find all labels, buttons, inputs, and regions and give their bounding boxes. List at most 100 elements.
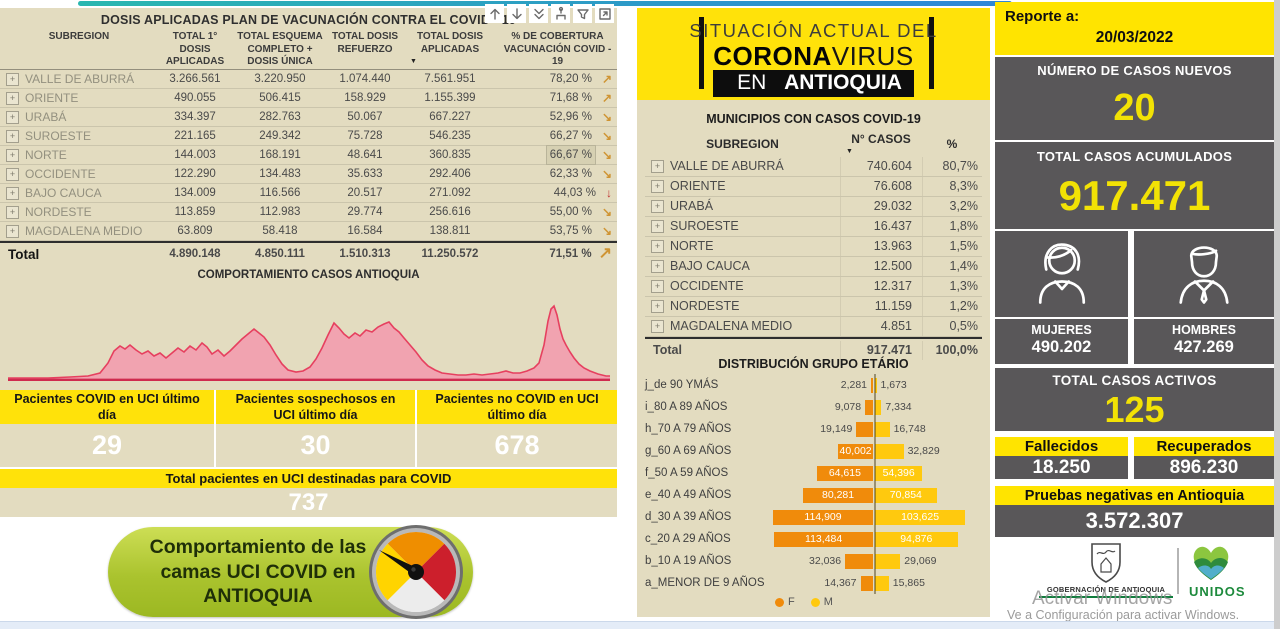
report-date-box: Reporte a: 20/03/2022	[995, 2, 1274, 55]
table-row[interactable]: + ORIENTE 76.608 8,3%	[645, 177, 982, 197]
column-header[interactable]: TOTAL ESQUEMA COMPLETO + DOSIS ÚNICA	[237, 31, 323, 67]
table-row[interactable]: + SUROESTE 221.165 249.342 75.728 546.235 66,2…	[0, 127, 617, 146]
gauge-icon	[369, 525, 463, 619]
pyramid-row[interactable]: g_60 A 69 AÑOS 40,002 32,829	[645, 440, 980, 462]
table-row[interactable]: + SUROESTE 16.437 1,8%	[645, 217, 982, 237]
coverage-value: 71,68 %	[549, 92, 592, 104]
male-value: 103,625	[901, 511, 940, 523]
table-row[interactable]: + BAJO CAUCA 12.500 1,4%	[645, 257, 982, 277]
legend-label: M	[823, 596, 833, 608]
aplicadas-cell: 1.155.399	[424, 92, 476, 104]
expand-icon[interactable]: +	[651, 280, 664, 293]
expand-icon[interactable]: +	[6, 91, 19, 105]
male-value: 15,865	[892, 577, 925, 589]
uci-total-label: Total pacientes en UCI destinadas para C…	[0, 467, 617, 488]
table-row[interactable]: + NORTE 13.963 1,5%	[645, 237, 982, 257]
pyramid-row[interactable]: j_de 90 YMÁS 2,281 1,673	[645, 374, 980, 396]
expand-icon[interactable]: +	[651, 160, 664, 173]
male-bar-area: 94,876	[875, 531, 980, 547]
expand-icon[interactable]: +	[651, 180, 664, 193]
cases-cell: 12.317	[840, 277, 922, 296]
subregion-cell: + SUROESTE	[645, 217, 840, 236]
visual-header-toolbar	[485, 4, 614, 23]
table-row[interactable]: + URABÁ 29.032 3,2%	[645, 197, 982, 217]
male-bar	[875, 553, 901, 569]
expand-icon[interactable]: +	[651, 240, 664, 253]
expand-icon[interactable]: +	[651, 320, 664, 333]
vertical-scrollbar[interactable]	[1274, 0, 1280, 629]
uci-beds-button[interactable]: Comportamiento de las camas UCI COVID en…	[108, 525, 473, 619]
table-row[interactable]: + VALLE DE ABURRÁ 740.604 80,7%	[645, 157, 982, 177]
column-header[interactable]: %	[946, 136, 958, 151]
table-row[interactable]: + OCCIDENTE 122.290 134.483 35.633 292.406 62,…	[0, 165, 617, 184]
expand-icon[interactable]: +	[651, 260, 664, 273]
expand-icon[interactable]: +	[6, 224, 19, 238]
table-row[interactable]: + NORDESTE 11.159 1,2%	[645, 297, 982, 317]
column-header[interactable]: SUBREGION	[48, 31, 110, 42]
pyramid-row[interactable]: d_30 A 39 AÑOS 114,909 103,625	[645, 506, 980, 528]
cases-cell: 12.500	[840, 257, 922, 276]
pyramid-row[interactable]: h_70 A 79 AÑOS 19,149 16,748	[645, 418, 980, 440]
pyramid-axis	[874, 374, 876, 594]
filter-icon[interactable]	[573, 4, 592, 23]
female-value: 32,036	[809, 555, 842, 567]
table-row[interactable]: + ORIENTE 490.055 506.415 158.929 1.155.399 71…	[0, 89, 617, 108]
header-right-bar	[929, 17, 934, 89]
table-row[interactable]: + MAGDALENA MEDIO 4.851 0,5%	[645, 317, 982, 337]
subregion-cell: + SUROESTE	[0, 127, 158, 145]
column-header[interactable]: TOTAL DOSIS REFUERZO	[331, 31, 399, 55]
men-value: 427.269	[1174, 338, 1234, 356]
table-row[interactable]: + OCCIDENTE 12.317 1,3%	[645, 277, 982, 297]
subregion-cell: + BAJO CAUCA	[0, 184, 158, 202]
subregion-name: MAGDALENA MEDIO	[25, 224, 143, 238]
double-arrow-down-icon[interactable]	[529, 4, 548, 23]
drill-hierarchy-icon[interactable]	[551, 4, 570, 23]
pyramid-row[interactable]: f_50 A 59 AÑOS 64,615 54,396	[645, 462, 980, 484]
subregion-cell: + OCCIDENTE	[645, 277, 840, 296]
expand-icon[interactable]: +	[6, 72, 19, 86]
total-dosis1: 4.890.148	[169, 248, 221, 260]
trend-down-right-icon: ↘	[601, 167, 612, 181]
table-row[interactable]: + VALLE DE ABURRÁ 3.266.561 3.220.950 1.074.…	[0, 70, 617, 89]
expand-icon[interactable]: +	[6, 110, 19, 124]
pyramid-row[interactable]: c_20 A 29 AÑOS 113,484 94,876	[645, 528, 980, 550]
header-corona: CORONA	[713, 41, 832, 71]
expand-icon[interactable]: +	[651, 300, 664, 313]
expand-icon[interactable]: +	[6, 186, 19, 200]
column-header[interactable]: N° CASOS ▼	[840, 132, 922, 157]
female-bar-area: 113,484	[763, 531, 873, 547]
pyramid-row[interactable]: e_40 A 49 AÑOS 80,281 70,854	[645, 484, 980, 506]
male-bar: 103,625	[875, 509, 966, 525]
pyramid-row[interactable]: a_MENOR DE 9 AÑOS 14,367 15,865	[645, 572, 980, 594]
pyramid-row[interactable]: i_80 A 89 AÑOS 9,078 7,334	[645, 396, 980, 418]
male-bar-area: 54,396	[875, 465, 980, 481]
expand-icon[interactable]: +	[6, 129, 19, 143]
total-label: Total	[653, 342, 682, 357]
pyramid-row[interactable]: b_10 A 19 AÑOS 32,036 29,069	[645, 550, 980, 572]
trend-up-icon: ↗	[601, 72, 612, 86]
column-header[interactable]: TOTAL DOSIS APLICADAS ▼	[402, 27, 498, 69]
table-row[interactable]: + NORTE 144.003 168.191 48.641 360.835 66,67 %…	[0, 145, 617, 165]
vaccination-table-header: SUBREGION TOTAL 1° DOSIS APLICADAS TOTAL E…	[0, 27, 617, 70]
refuerzo-cell: 48.641	[347, 149, 383, 161]
column-header[interactable]: TOTAL 1° DOSIS APLICADAS	[165, 31, 225, 67]
subregion-name: NORTE	[670, 239, 714, 253]
focus-mode-icon[interactable]	[595, 4, 614, 23]
male-bar	[875, 421, 890, 437]
column-header[interactable]: % DE COBERTURA VACUNACIÓN COVID - 19	[503, 31, 612, 67]
men-label: HOMBRES	[1172, 323, 1236, 337]
table-row[interactable]: + BAJO CAUCA 134.009 116.566 20.517 271.092 44…	[0, 184, 617, 203]
expand-icon[interactable]: +	[6, 167, 19, 181]
aplicadas-cell: 292.406	[429, 168, 471, 180]
expand-icon[interactable]: +	[651, 200, 664, 213]
table-row[interactable]: + URABÁ 334.397 282.763 50.067 667.227 52,96 %…	[0, 108, 617, 127]
expand-icon[interactable]: +	[6, 205, 19, 219]
table-row[interactable]: + NORDESTE 113.859 112.983 29.774 256.616 55,0…	[0, 203, 617, 222]
arrow-down-icon[interactable]	[507, 4, 526, 23]
column-header[interactable]: SUBREGION	[706, 136, 779, 151]
expand-icon[interactable]: +	[6, 148, 19, 162]
table-row[interactable]: + MAGDALENA MEDIO 63.809 58.418 16.584 138.81…	[0, 222, 617, 241]
expand-icon[interactable]: +	[651, 220, 664, 233]
subregion-cell: + NORDESTE	[645, 297, 840, 316]
arrow-up-icon[interactable]	[485, 4, 504, 23]
